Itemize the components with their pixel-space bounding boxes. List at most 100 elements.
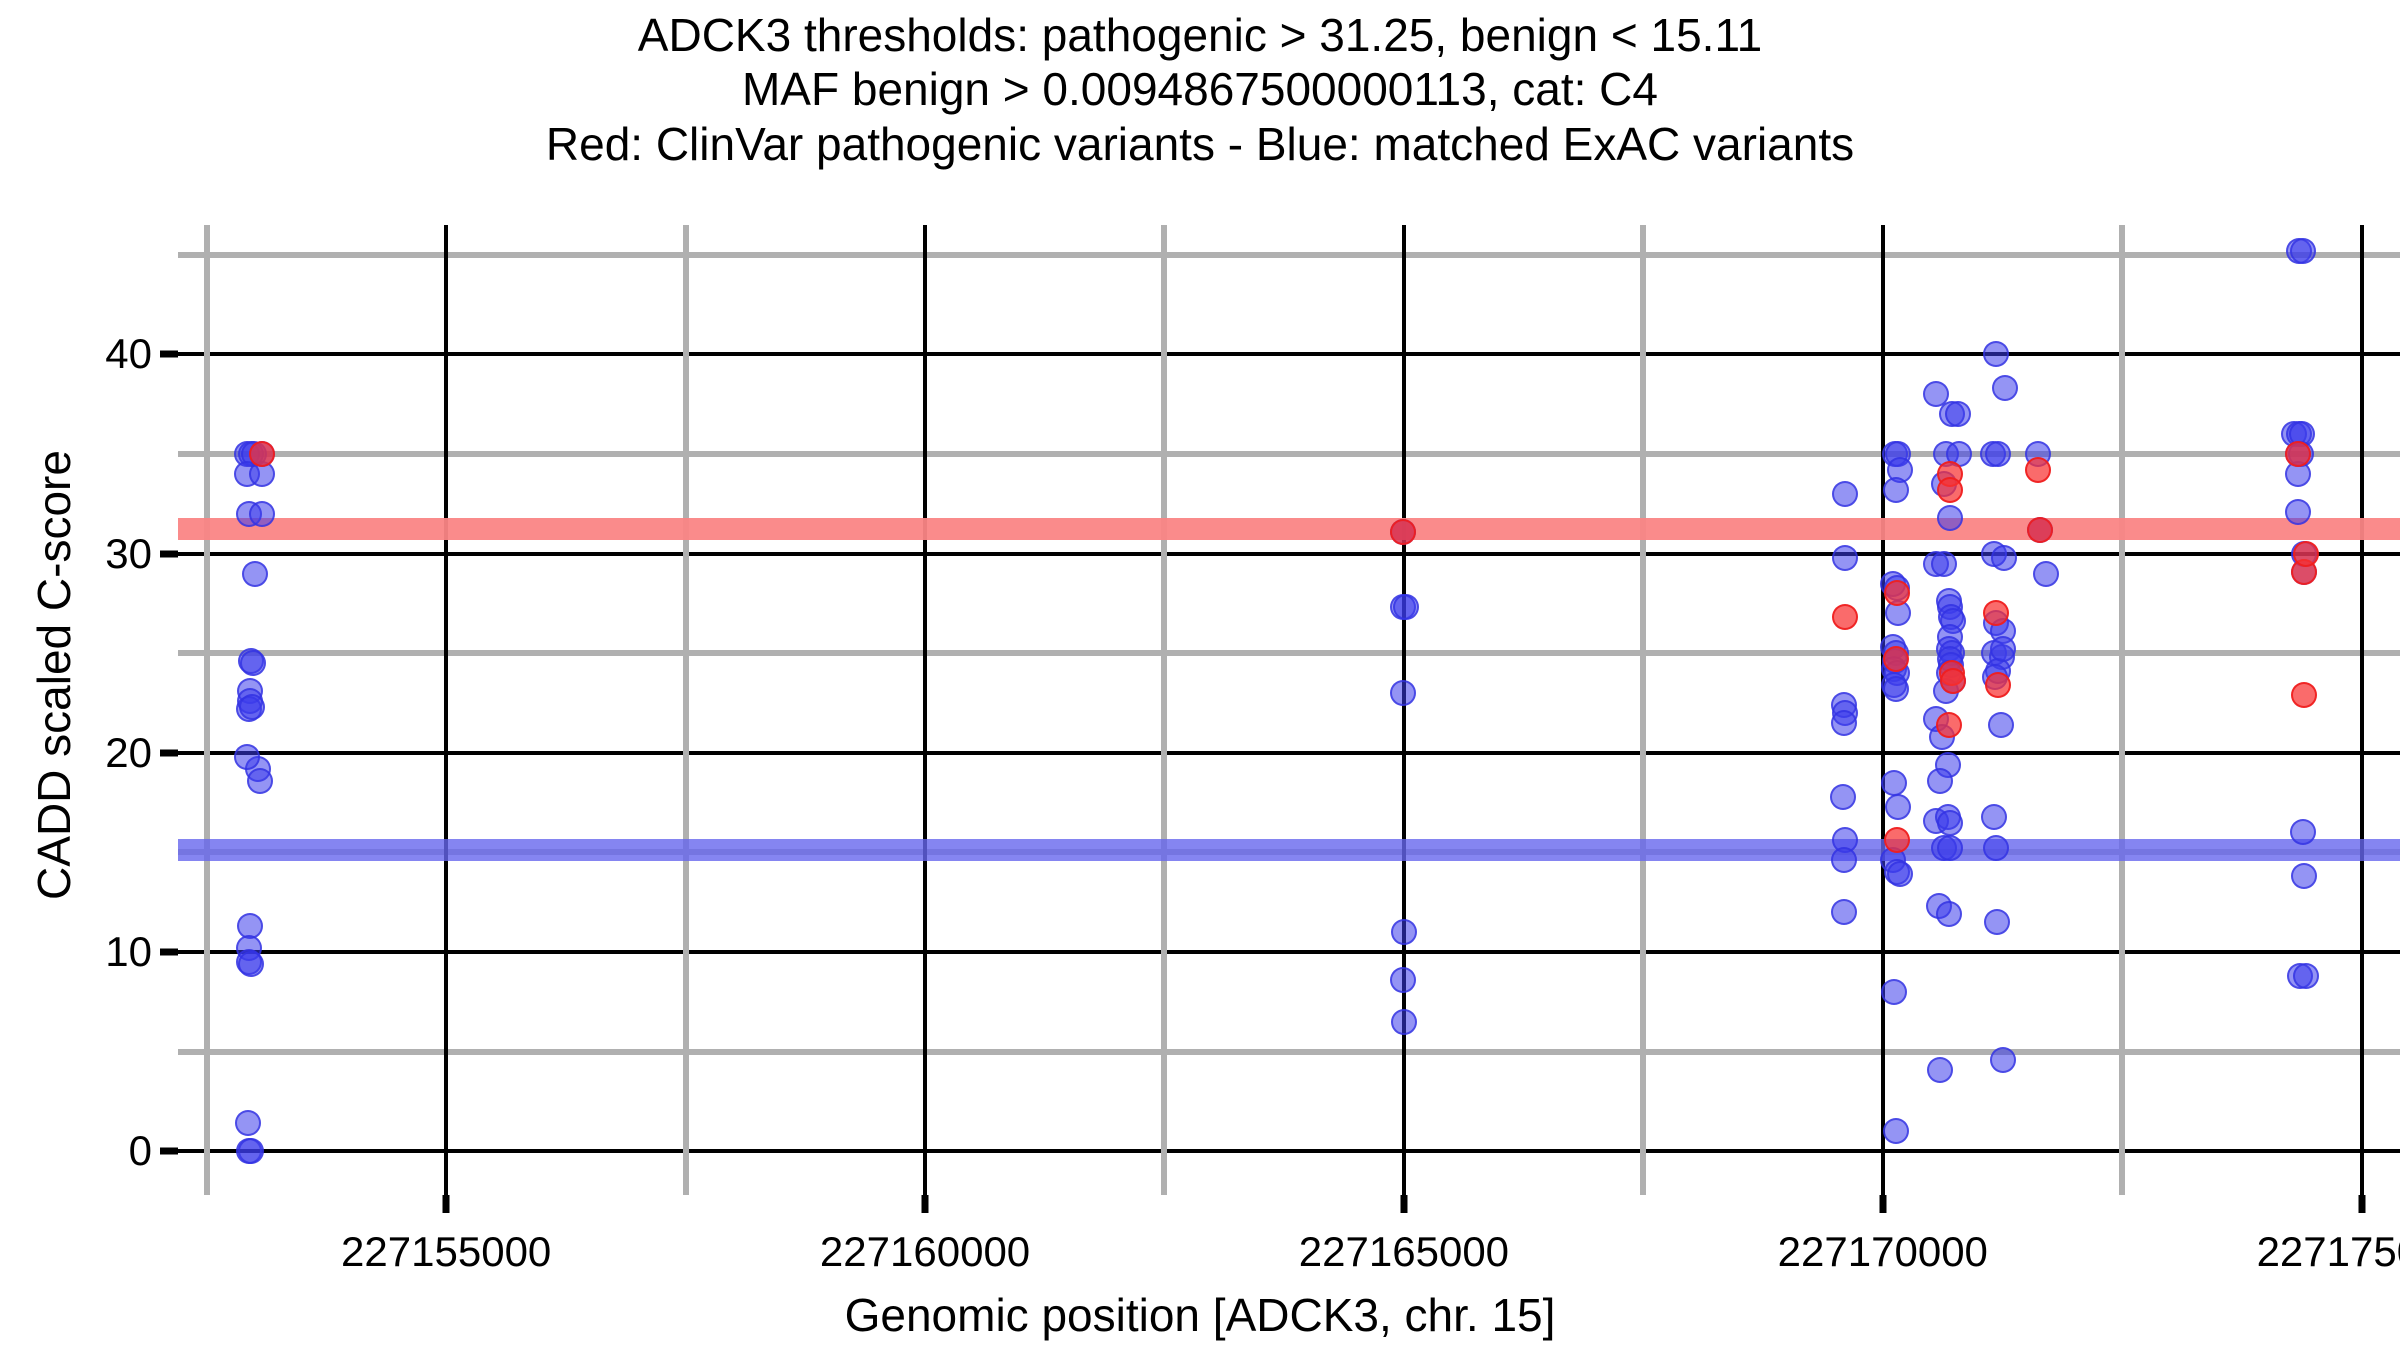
title-line-2: MAF benign > 0.0094867500000113, cat: C4: [741, 63, 1658, 116]
exac-variant-point: [1927, 1056, 1954, 1083]
exac-variant-point: [1832, 544, 1859, 571]
exac-variant-point: [1991, 544, 2018, 571]
x-axis-labels: 227155000 227160000 227165000 227170000 2271…: [178, 1228, 2400, 1284]
gridline-horizontal-major: [178, 750, 2400, 755]
exac-variant-point: [238, 1138, 265, 1165]
exac-variant-point: [1390, 966, 1417, 993]
y-tick-label: 30: [105, 529, 152, 577]
x-tick-mark: [1879, 1195, 1887, 1213]
x-tick-mark: [2358, 1195, 2366, 1213]
exac-variant-point: [247, 767, 274, 794]
y-tick-mark: [160, 550, 178, 558]
gridline-horizontal: [178, 451, 2400, 458]
exac-variant-point: [241, 560, 268, 587]
exac-variant-point: [1390, 680, 1417, 707]
exac-variant-point: [1883, 676, 1910, 703]
exac-variant-point: [1883, 1118, 1910, 1145]
clinvar-pathogenic-point: [1884, 580, 1911, 607]
exac-variant-point: [1830, 847, 1857, 874]
x-tick-mark: [1400, 1195, 1408, 1213]
exac-variant-point: [2291, 863, 2318, 890]
exac-variant-point: [1982, 341, 2009, 368]
gridline-vertical-major: [1880, 225, 1885, 1195]
exac-variant-point: [1936, 835, 1963, 862]
clinvar-pathogenic-point: [1982, 600, 2009, 627]
exac-variant-point: [1923, 381, 1950, 408]
exac-variant-point: [1992, 375, 2019, 402]
exac-variant-point: [1831, 480, 1858, 507]
gridline-vertical: [1640, 225, 1647, 1195]
exac-variant-point: [1831, 899, 1858, 926]
exac-variant-point: [1831, 709, 1858, 736]
exac-variant-point: [235, 1110, 262, 1137]
gridline-horizontal-major: [178, 352, 2400, 357]
exac-variant-point: [1980, 803, 2007, 830]
gridline-horizontal: [178, 650, 2400, 657]
clinvar-pathogenic-point: [1884, 827, 1911, 854]
y-axis-labels: 0 10 20 30 40: [0, 225, 152, 1195]
clinvar-pathogenic-point: [1936, 476, 1963, 503]
clinvar-pathogenic-point: [1984, 672, 2011, 699]
exac-variant-point: [2290, 237, 2317, 264]
x-tick-label: 227170000: [1777, 1228, 1988, 1275]
exac-variant-point: [2290, 819, 2317, 846]
exac-variant-point: [1829, 783, 1856, 810]
exac-variant-point: [2032, 560, 2059, 587]
exac-variant-point: [1987, 711, 2014, 738]
exac-variant-point: [2293, 962, 2320, 989]
exac-variant-point: [1935, 901, 1962, 928]
title-line-1: ADCK3 thresholds: pathogenic > 31.25, be…: [637, 9, 1763, 61]
exac-variant-point: [1936, 809, 1963, 836]
x-tick-label: 227155000: [341, 1228, 552, 1275]
exac-variant-point: [1390, 919, 1417, 946]
gridline-vertical: [203, 225, 210, 1195]
gridline-vertical-major: [923, 225, 928, 1195]
clinvar-pathogenic-point: [2291, 682, 2318, 709]
exac-variant-point: [1945, 401, 1972, 428]
clinvar-pathogenic-point: [1389, 518, 1416, 545]
y-tick-mark: [160, 1147, 178, 1155]
gridline-vertical-major: [1401, 225, 1406, 1195]
gridline-horizontal-major: [178, 950, 2400, 954]
clinvar-pathogenic-point: [2285, 441, 2312, 468]
x-tick-label: 227165000: [1298, 1228, 1510, 1275]
y-tick-label: 10: [105, 928, 152, 975]
x-tick-mark: [442, 1195, 450, 1213]
exac-variant-point: [239, 694, 266, 720]
clinvar-pathogenic-point: [1935, 711, 1962, 738]
clinvar-pathogenic-point: [1883, 646, 1910, 673]
exac-variant-point: [2285, 498, 2312, 525]
y-tick-label: 0: [128, 1127, 152, 1175]
gridline-vertical: [682, 225, 689, 1195]
gridline-vertical: [2119, 225, 2126, 1195]
gridline-horizontal: [178, 251, 2400, 258]
exac-variant-point: [1927, 767, 1954, 794]
y-tick-mark: [160, 749, 178, 757]
exac-variant-point: [237, 950, 264, 977]
y-axis-title: CADD scaled C-score: [28, 450, 80, 900]
exac-variant-point: [1989, 636, 2016, 663]
exac-variant-point: [249, 500, 276, 527]
gridline-horizontal-major: [178, 1149, 2400, 1154]
exac-variant-point: [1989, 1046, 2016, 1073]
exac-variant-point: [1885, 793, 1912, 820]
x-tick-label: 227160000: [819, 1228, 1031, 1275]
exac-variant-point: [1881, 978, 1908, 1005]
x-axis-title: Genomic position [ADCK3, chr. 15]: [844, 1289, 1556, 1341]
clinvar-pathogenic-point: [249, 441, 276, 468]
exac-variant-point: [1931, 550, 1958, 577]
pathogenic-threshold-band: [178, 517, 2400, 540]
exac-variant-point: [1984, 441, 2011, 468]
gridline-horizontal-major: [178, 551, 2400, 556]
exac-variant-point: [1983, 909, 2010, 936]
exac-variant-point: [1881, 769, 1908, 796]
title-line-3: Red: ClinVar pathogenic variants - Blue:…: [545, 117, 1855, 170]
y-tick-mark: [160, 948, 178, 956]
clinvar-pathogenic-point: [1832, 604, 1859, 631]
clinvar-pathogenic-point: [2026, 516, 2053, 543]
exac-variant-point: [1392, 594, 1419, 621]
exac-variant-point: [1982, 835, 2009, 862]
exac-variant-point: [1936, 504, 1963, 531]
gridline-vertical-major: [444, 225, 449, 1195]
